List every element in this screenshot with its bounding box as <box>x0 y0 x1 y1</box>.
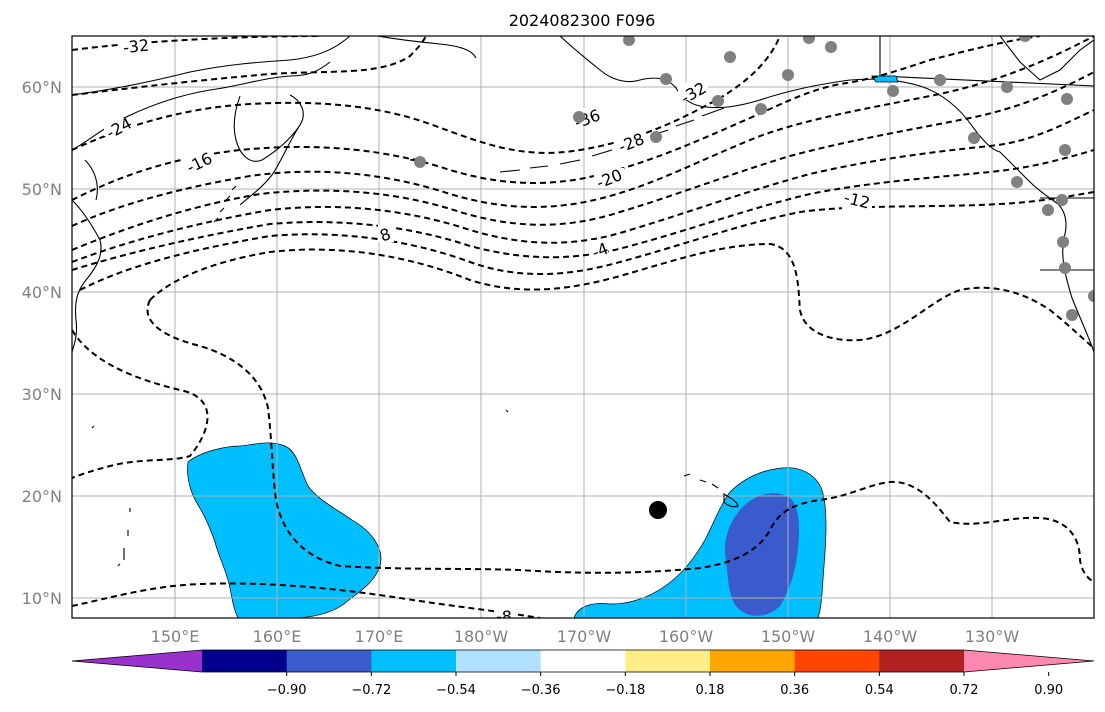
alaska-lake <box>871 75 899 83</box>
colorbar-segment <box>540 650 626 672</box>
colorbar-tick-label: 0.18 <box>696 683 725 698</box>
lon-label: 170°W <box>557 627 612 646</box>
lat-label: 40°N <box>22 283 62 302</box>
map-area: -32 -24 -16 8 -36 -28 -20 -4 -32 -12 -8 <box>72 36 1094 626</box>
colorbar-tick-label: 0.36 <box>780 683 809 698</box>
colorbar-tick-label: −0.72 <box>351 683 391 698</box>
lat-label: 20°N <box>22 487 62 506</box>
colorbar-tick-label: −0.36 <box>521 683 561 698</box>
storm-center-marker <box>649 501 667 519</box>
colorbar-tick-label: 0.90 <box>1034 683 1063 698</box>
colorbar-outline <box>71 649 1095 673</box>
colorbar-extension-max <box>964 650 1094 672</box>
contour-label: -4 <box>589 239 611 263</box>
contour-label: -24 <box>103 113 135 142</box>
contour-label: -8 <box>496 607 512 626</box>
colorbar-segment <box>371 650 457 672</box>
colorbar-tick-label: −0.90 <box>267 683 307 698</box>
colorbar-tick-label: −0.54 <box>436 683 476 698</box>
map-title: 2024082300 F096 <box>509 11 656 30</box>
lon-label: 150°W <box>761 627 816 646</box>
lat-label: 30°N <box>22 385 62 404</box>
gridlines <box>72 36 1094 618</box>
map-frame <box>71 35 1095 619</box>
colorbar-segment <box>794 650 880 672</box>
colorbar-segment <box>202 650 288 672</box>
lon-label: 150°E <box>151 627 200 646</box>
lon-label: 170°E <box>355 627 404 646</box>
colorbar-segment <box>710 650 796 672</box>
lat-label: 10°N <box>22 589 62 608</box>
colorbar-segment <box>286 650 372 672</box>
shaded-region-east-core <box>724 493 800 616</box>
shaded-region-west <box>187 442 382 618</box>
longitude-labels: 150°E 160°E 170°E 180°W 170°W 160°W 150°… <box>151 627 1020 646</box>
latitude-labels: 60°N 50°N 40°N 30°N 20°N 10°N <box>22 78 62 608</box>
colorbar: −0.90 −0.72 −0.54 −0.36 −0.18 0.18 0.36 0.54 0.7… <box>71 649 1095 698</box>
lon-label: 160°E <box>253 627 302 646</box>
lon-label: 130°W <box>965 627 1020 646</box>
colorbar-tick-label: 0.54 <box>865 683 894 698</box>
station-markers <box>414 36 1094 321</box>
colorbar-extension-min <box>72 650 202 672</box>
lat-label: 60°N <box>22 78 62 97</box>
colorbar-segment <box>456 650 542 672</box>
lon-label: 140°W <box>863 627 918 646</box>
colorbar-segment <box>879 650 965 672</box>
contours <box>72 36 1094 618</box>
lon-label: 180°W <box>454 627 509 646</box>
colorbar-tick-label: 0.72 <box>950 683 979 698</box>
contour-label: -32 <box>122 36 150 58</box>
colorbar-tick-label: −0.18 <box>605 683 645 698</box>
lon-label: 160°W <box>659 627 714 646</box>
colorbar-segment <box>625 650 711 672</box>
lat-label: 50°N <box>22 180 62 199</box>
